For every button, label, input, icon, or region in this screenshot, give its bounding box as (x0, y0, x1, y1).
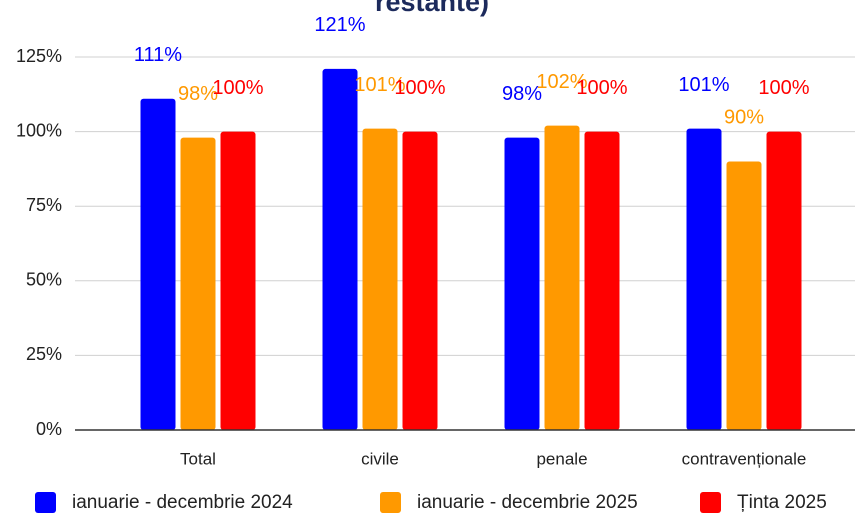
data-label: 121% (314, 14, 365, 36)
x-tick-label: penale (536, 449, 587, 468)
bar (544, 125, 580, 430)
legend-label: Ținta 2025 (737, 492, 827, 513)
x-tick-label: Total (180, 449, 216, 468)
bar (504, 137, 540, 430)
bar (766, 131, 802, 430)
bar (362, 128, 398, 430)
legend-label: ianuarie - decembrie 2024 (72, 492, 293, 513)
data-label: 102% (536, 71, 587, 93)
y-tick-label: 50% (26, 270, 62, 290)
data-label: 100% (576, 77, 627, 99)
x-tick-label: contravenționale (682, 449, 807, 468)
data-label: 100% (212, 77, 263, 99)
data-label: 100% (394, 77, 445, 99)
y-tick-label: 75% (26, 195, 62, 215)
legend-swatch (35, 492, 56, 513)
bar (584, 131, 620, 430)
legend-label: ianuarie - decembrie 2025 (417, 492, 638, 513)
y-tick-label: 0% (36, 419, 62, 439)
legend-swatch (700, 492, 721, 513)
data-label: 111% (134, 44, 182, 66)
data-label: 90% (724, 107, 764, 129)
data-label: 98% (178, 83, 218, 105)
y-tick-label: 100% (16, 120, 62, 140)
y-tick-label: 125% (16, 46, 62, 66)
data-label: 101% (678, 74, 729, 96)
bar (402, 131, 438, 430)
x-tick-label: civile (361, 449, 399, 468)
chart-title: restante) (375, 0, 489, 17)
bar (322, 68, 358, 430)
data-label: 100% (758, 77, 809, 99)
bar (180, 137, 216, 430)
bar (726, 161, 762, 430)
y-tick-label: 25% (26, 344, 62, 364)
data-label: 98% (502, 83, 542, 105)
bar (140, 98, 176, 430)
data-label: 101% (354, 74, 405, 96)
legend-swatch (380, 492, 401, 513)
bar (220, 131, 256, 430)
bar (686, 128, 722, 430)
